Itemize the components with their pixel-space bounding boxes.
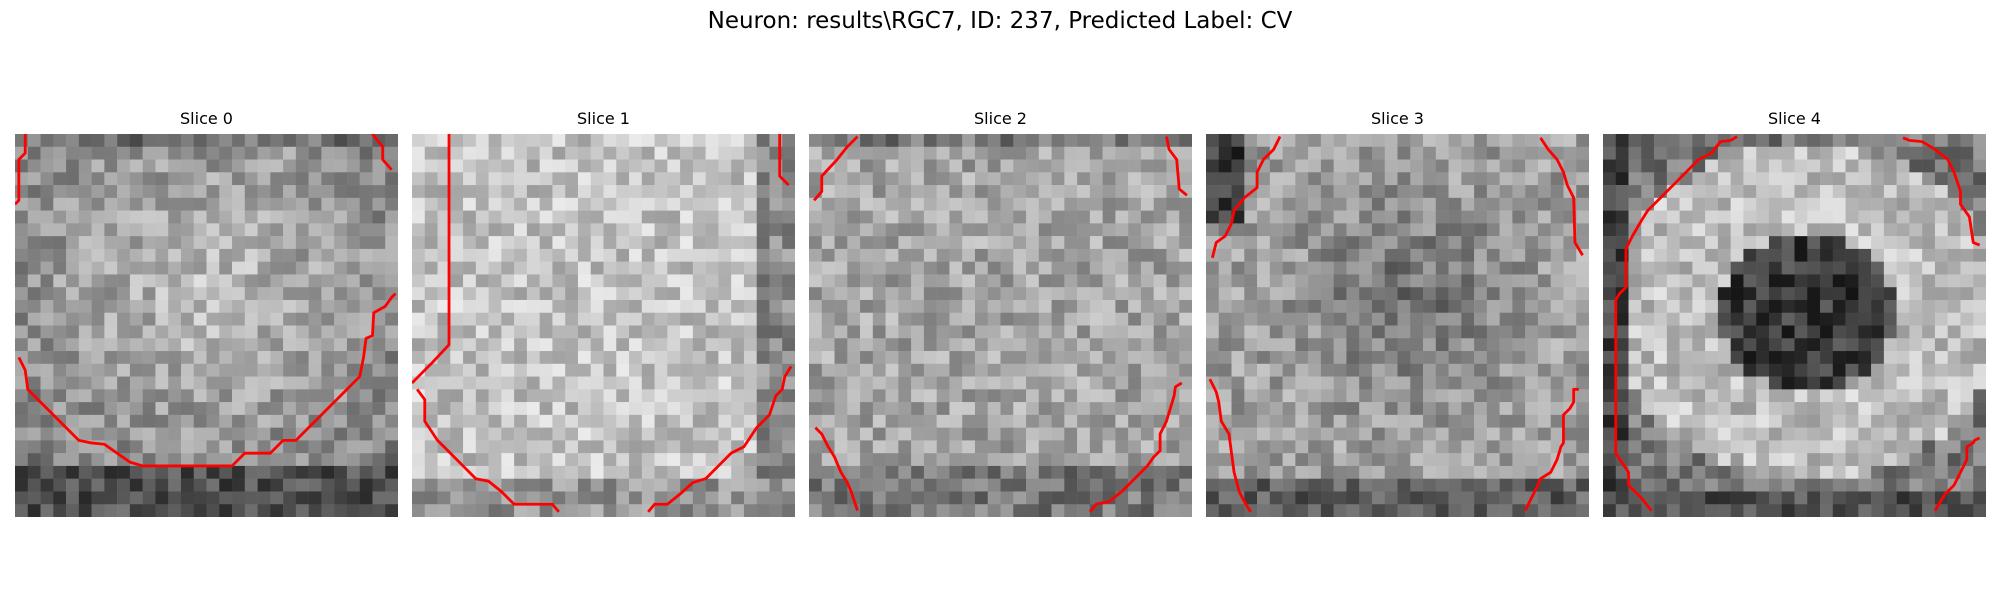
slice-image-1 — [412, 134, 795, 517]
slice-title-1: Slice 1 — [577, 109, 630, 128]
slice-image-3 — [1206, 134, 1589, 517]
slice-panel-1: Slice 1 — [412, 109, 795, 517]
slice-pixels-3 — [1206, 134, 1589, 517]
contour-1 — [412, 134, 793, 513]
slice-image-4 — [1603, 134, 1986, 517]
contour-4 — [1614, 135, 1981, 512]
slice-image-2 — [809, 134, 1192, 517]
slice-pixels-1 — [412, 134, 795, 517]
slice-panel-4: Slice 4 — [1603, 109, 1986, 517]
slice-panel-3: Slice 3 — [1206, 109, 1589, 517]
figure-title: Neuron: results\RGC7, ID: 237, Predicted… — [707, 8, 1293, 34]
slice-title-4: Slice 4 — [1768, 109, 1821, 128]
contour-0 — [15, 134, 397, 468]
slice-pixels-0 — [15, 134, 398, 517]
slice-panel-2: Slice 2 — [809, 109, 1192, 517]
contour-3 — [1208, 135, 1584, 513]
slice-title-2: Slice 2 — [974, 109, 1027, 128]
slice-panel-0: Slice 0 — [15, 109, 398, 517]
contour-2 — [813, 135, 1188, 513]
slice-image-0 — [15, 134, 398, 517]
slice-pixels-2 — [809, 134, 1192, 517]
slice-pixels-4 — [1603, 134, 1986, 517]
slice-title-0: Slice 0 — [180, 109, 233, 128]
slice-title-3: Slice 3 — [1371, 109, 1424, 128]
